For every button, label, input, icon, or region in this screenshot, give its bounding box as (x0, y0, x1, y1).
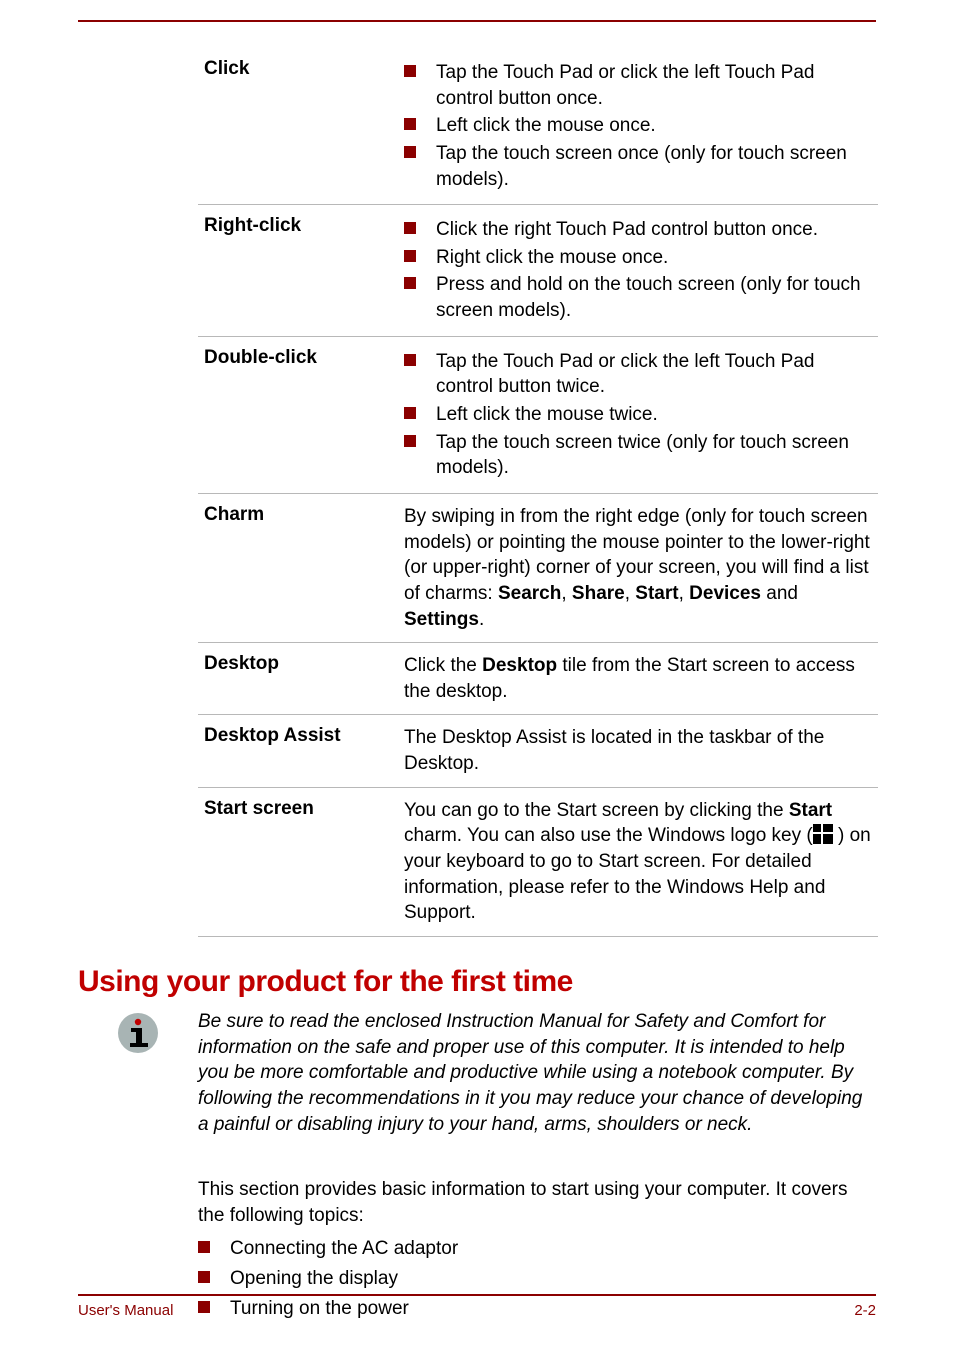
page-footer: User's Manual 2-2 (78, 1294, 876, 1319)
term-definition: By swiping in from the right edge (only … (398, 493, 878, 642)
windows-logo-icon (813, 824, 833, 844)
square-bullet-icon (198, 1271, 210, 1283)
list-item-text: Tap the touch screen twice (only for tou… (436, 432, 849, 479)
list-item: Left click the mouse once. (404, 113, 872, 139)
content-area: Click Tap the Touch Pad or click the left… (78, 48, 876, 1325)
list-item: Right click the mouse once. (404, 245, 872, 271)
note-text: Be sure to read the enclosed Instruction… (198, 1009, 876, 1137)
list-item-text: Opening the display (230, 1268, 398, 1289)
square-bullet-icon (404, 407, 416, 419)
term-label: Desktop Assist (198, 715, 398, 787)
table-row: Desktop AssistThe Desktop Assist is loca… (198, 715, 878, 787)
list-item-text: Right click the mouse once. (436, 247, 668, 268)
term-label: Double-click (198, 336, 398, 493)
term-label: Desktop (198, 643, 398, 715)
list-item: Tap the touch screen twice (only for tou… (404, 430, 872, 481)
footer-left: User's Manual (78, 1302, 173, 1319)
table-row: Start screenYou can go to the Start scre… (198, 787, 878, 936)
list-item: Tap the touch screen once (only for touc… (404, 141, 872, 192)
square-bullet-icon (404, 222, 416, 234)
list-item: Connecting the AC adaptor (198, 1236, 878, 1262)
list-item: Tap the Touch Pad or click the left Touc… (404, 349, 872, 400)
square-bullet-icon (404, 435, 416, 447)
table-row: Right-click Click the right Touch Pad con… (198, 205, 878, 337)
term-label: Charm (198, 493, 398, 642)
square-bullet-icon (404, 354, 416, 366)
square-bullet-icon (198, 1241, 210, 1253)
square-bullet-icon (404, 65, 416, 77)
term-definition: Click the right Touch Pad control button… (398, 205, 878, 337)
top-rule (78, 20, 876, 22)
table-row: CharmBy swiping in from the right edge (… (198, 493, 878, 642)
table-row: DesktopClick the Desktop tile from the S… (198, 643, 878, 715)
term-definition: The Desktop Assist is located in the tas… (398, 715, 878, 787)
term-definition: Tap the Touch Pad or click the left Touc… (398, 336, 878, 493)
term-label: Click (198, 48, 398, 205)
info-icon (78, 1009, 198, 1137)
list-item: Press and hold on the touch screen (only… (404, 272, 872, 323)
table-row: Double-click Tap the Touch Pad or click t… (198, 336, 878, 493)
list-item: Opening the display (198, 1266, 878, 1292)
term-label: Right-click (198, 205, 398, 337)
term-definition: You can go to the Start screen by clicki… (398, 787, 878, 936)
note-block: Be sure to read the enclosed Instruction… (78, 1009, 876, 1137)
term-definition: Tap the Touch Pad or click the left Touc… (398, 48, 878, 205)
list-item: Click the right Touch Pad control button… (404, 217, 872, 243)
list-item-text: Left click the mouse twice. (436, 404, 658, 425)
term-label: Start screen (198, 787, 398, 936)
list-item: Tap the Touch Pad or click the left Touc… (404, 60, 872, 111)
term-definition: Click the Desktop tile from the Start sc… (398, 643, 878, 715)
section-heading: Using your product for the first time (78, 965, 876, 999)
list-item-text: Connecting the AC adaptor (230, 1238, 458, 1259)
square-bullet-icon (404, 250, 416, 262)
square-bullet-icon (404, 277, 416, 289)
body-intro: This section provides basic information … (198, 1177, 878, 1228)
list-item-text: Tap the Touch Pad or click the left Touc… (436, 351, 814, 398)
list-item-text: Tap the Touch Pad or click the left Touc… (436, 62, 814, 109)
terms-table: Click Tap the Touch Pad or click the left… (198, 48, 878, 937)
list-item-text: Left click the mouse once. (436, 115, 656, 136)
list-item-text: Tap the touch screen once (only for touc… (436, 143, 847, 190)
list-item-text: Click the right Touch Pad control button… (436, 219, 818, 240)
square-bullet-icon (404, 146, 416, 158)
list-item-text: Press and hold on the touch screen (only… (436, 274, 861, 321)
footer-right: 2-2 (854, 1302, 876, 1319)
table-row: Click Tap the Touch Pad or click the left… (198, 48, 878, 205)
square-bullet-icon (404, 118, 416, 130)
list-item: Left click the mouse twice. (404, 402, 872, 428)
